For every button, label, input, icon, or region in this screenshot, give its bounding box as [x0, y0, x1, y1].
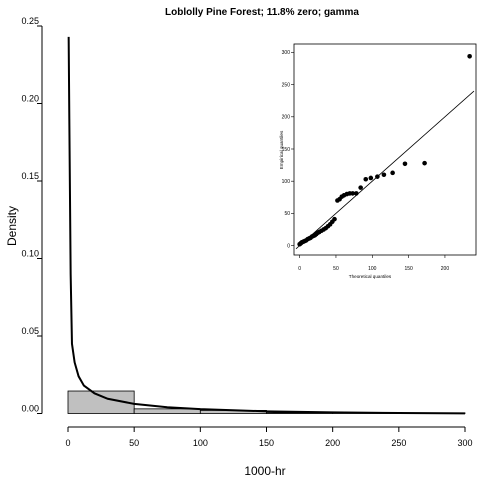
x-axis-title: 1000-hr [244, 464, 285, 478]
qq-x-axis-title: Theoretical quantiles [349, 274, 392, 279]
chart-title: Loblolly Pine Forest; 11.8% zero; gamma [165, 7, 359, 18]
histogram-plot: 0.00 0.05 0.10 0.15 0.20 0.25 0 50 100 150 200 250… [21, 16, 472, 448]
qq-x-axis: 0 50 100 150 200 [298, 255, 449, 272]
qq-point [332, 216, 337, 222]
y-tick-label: 0.15 [21, 171, 39, 181]
y-tick-label: 0.10 [21, 249, 39, 259]
x-tick-label: 250 [391, 438, 406, 448]
x-axis: 0 50 100 150 200 250 300 [65, 426, 473, 448]
qq-points [297, 54, 472, 247]
qq-point [368, 175, 374, 181]
qq-y-tick-label: 150 [282, 147, 291, 153]
qq-plot-inset: 0 50 100 150 200 0 50 100 150 200 250 300 Theoreti… [279, 43, 477, 279]
qq-y-tick-label: 200 [282, 115, 291, 121]
qq-y-tick-label: 0 [287, 243, 290, 249]
qq-x-tick-label: 50 [333, 266, 339, 272]
qq-point [363, 176, 369, 182]
qq-point [422, 160, 427, 166]
qq-point [467, 54, 472, 59]
qq-x-tick-label: 200 [441, 266, 450, 272]
y-axis: 0.00 0.05 0.10 0.15 0.20 0.25 [21, 16, 43, 414]
qq-y-axis-title: Empirical quantiles [279, 130, 284, 169]
qq-x-tick-label: 100 [368, 266, 377, 272]
y-tick-label: 0.00 [21, 404, 39, 414]
y-axis-title: Density [5, 206, 19, 246]
y-tick-label: 0.05 [21, 326, 39, 336]
qq-point [390, 170, 395, 176]
qq-y-tick-label: 300 [282, 50, 291, 56]
qq-point [375, 174, 380, 179]
qq-point [381, 172, 387, 178]
density-curve [67, 36, 466, 415]
qq-y-tick-label: 100 [282, 179, 291, 185]
qq-x-tick-label: 0 [298, 266, 301, 272]
qq-point [402, 161, 408, 167]
qq-plot-frame [293, 43, 477, 256]
qq-y-tick-label: 250 [282, 82, 291, 88]
x-tick-label: 300 [457, 438, 472, 448]
qq-point [358, 185, 363, 190]
x-tick-label: 150 [259, 438, 274, 448]
qq-x-tick-label: 150 [404, 266, 413, 272]
qq-y-axis: 0 50 100 150 200 250 300 [282, 50, 294, 249]
x-tick-label: 200 [325, 438, 340, 448]
qq-y-tick-label: 50 [284, 211, 290, 217]
y-tick-label: 0.25 [21, 16, 39, 26]
x-tick-label: 100 [193, 438, 208, 448]
y-tick-label: 0.20 [21, 94, 39, 104]
qq-point [354, 191, 359, 196]
histogram-bar [67, 390, 135, 414]
x-tick-label: 50 [129, 438, 139, 448]
qq-reference-line [295, 90, 475, 250]
x-tick-label: 0 [65, 438, 70, 448]
qq-point [350, 191, 355, 196]
